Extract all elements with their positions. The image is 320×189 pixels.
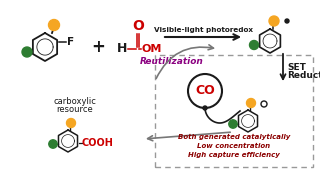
- Circle shape: [246, 98, 255, 108]
- Text: Low concentration: Low concentration: [197, 143, 271, 149]
- Circle shape: [67, 119, 76, 128]
- Text: COOH: COOH: [82, 138, 114, 148]
- Text: +: +: [91, 38, 105, 56]
- Text: n: n: [252, 43, 255, 47]
- Text: SET: SET: [287, 64, 306, 73]
- Circle shape: [285, 19, 289, 23]
- Text: OM: OM: [141, 44, 161, 54]
- Circle shape: [49, 140, 57, 148]
- Circle shape: [269, 16, 279, 26]
- Text: n: n: [52, 142, 54, 146]
- Text: n: n: [25, 50, 29, 54]
- Circle shape: [261, 101, 267, 107]
- Text: CO: CO: [195, 84, 215, 98]
- Text: Both generated catalytically: Both generated catalytically: [178, 134, 290, 140]
- Circle shape: [49, 19, 60, 30]
- Circle shape: [203, 106, 207, 110]
- Circle shape: [250, 40, 259, 50]
- Text: H: H: [116, 43, 127, 56]
- Text: carboxylic: carboxylic: [53, 97, 96, 105]
- Text: resource: resource: [57, 105, 93, 114]
- Text: O: O: [132, 19, 144, 33]
- Circle shape: [188, 74, 222, 108]
- FancyArrowPatch shape: [156, 45, 213, 78]
- Circle shape: [229, 120, 237, 128]
- Text: Reduction: Reduction: [287, 71, 320, 81]
- Text: F: F: [67, 37, 74, 47]
- Text: High capture efficiency: High capture efficiency: [188, 152, 280, 158]
- Text: Visible-light photoredox: Visible-light photoredox: [154, 27, 252, 33]
- Text: n: n: [231, 122, 235, 126]
- Circle shape: [22, 47, 32, 57]
- Text: Reutilization: Reutilization: [140, 57, 204, 66]
